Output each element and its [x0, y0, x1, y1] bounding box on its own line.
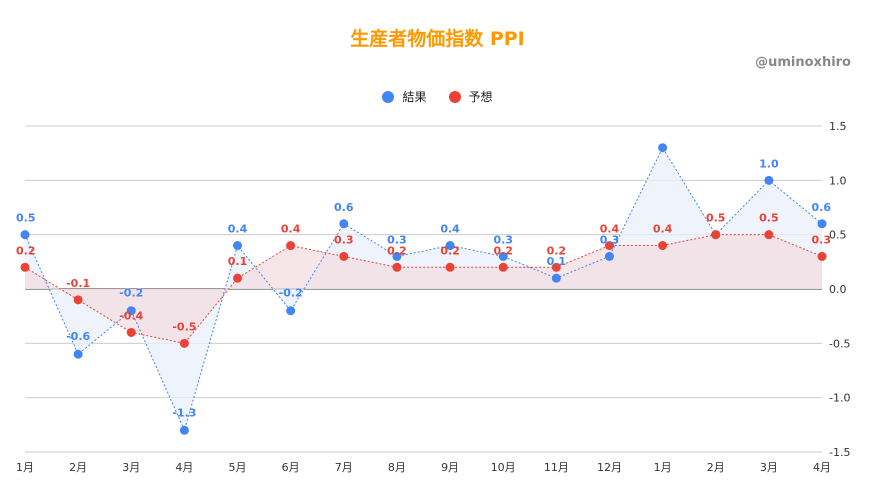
legend-marker-result: [382, 90, 395, 103]
data-label-1: 0.1: [228, 255, 248, 268]
data-point-0: [126, 306, 136, 316]
data-point-0: [445, 241, 455, 251]
data-point-0: [551, 273, 561, 283]
data-point-0: [286, 306, 296, 316]
data-label-1: 0.2: [16, 244, 36, 257]
data-point-1: [286, 241, 296, 251]
data-point-0: [392, 251, 402, 261]
data-point-0: [179, 425, 189, 435]
data-label-1: -0.5: [172, 320, 196, 333]
x-tick-label: 8月: [388, 461, 406, 474]
x-tick-label: 3月: [760, 461, 778, 474]
data-label-0: 0.5: [16, 212, 36, 225]
data-label-1: 0.2: [387, 244, 407, 257]
data-label-1: 0.2: [493, 244, 513, 257]
x-tick-label: 11月: [544, 461, 569, 474]
data-point-1: [711, 230, 721, 240]
y-tick-label: 1.5: [829, 120, 847, 133]
legend-item-forecast[interactable]: 予想: [448, 88, 493, 105]
data-point-1: [392, 262, 402, 272]
legend-label-result: 結果: [402, 90, 427, 104]
data-label-0: -0.2: [119, 287, 143, 300]
x-tick-label: 10月: [491, 461, 516, 474]
data-point-0: [604, 251, 614, 261]
series-line-1: [24, 234, 823, 344]
chart-title: 生産者物価指数 PPI: [350, 28, 525, 50]
data-label-1: -0.1: [66, 277, 90, 290]
x-tick-label: 12月: [597, 461, 622, 474]
legend-marker-forecast: [448, 90, 461, 103]
x-tick-label: 6月: [282, 461, 300, 474]
x-tick-label: 4月: [175, 461, 193, 474]
data-point-0: [73, 349, 83, 359]
y-tick-label: 1.0: [829, 174, 847, 187]
data-label-0: -0.2: [279, 287, 303, 300]
data-point-0: [498, 251, 508, 261]
data-point-0: [233, 241, 243, 251]
data-label-1: 0.3: [334, 233, 354, 246]
data-point-0: [658, 143, 668, 153]
data-label-0: 0.4: [228, 223, 248, 236]
data-point-1: [604, 241, 614, 251]
data-label-0: 0.3: [600, 233, 620, 246]
data-point-0: [339, 219, 349, 229]
data-point-1: [445, 262, 455, 272]
legend-item-result[interactable]: 結果: [382, 88, 427, 105]
data-label-0: 0.3: [387, 233, 407, 246]
data-point-0: [817, 219, 827, 229]
data-point-1: [764, 230, 774, 240]
legend: 結果 予想: [0, 88, 875, 105]
data-label-0: 0.3: [493, 233, 513, 246]
y-tick-label: 0.5: [829, 229, 847, 242]
y-tick-label: -1.5: [829, 446, 850, 459]
y-tick-label: -0.5: [829, 337, 850, 350]
data-label-0: -1.3: [172, 406, 196, 419]
data-point-0: [20, 230, 30, 240]
data-label-1: 0.4: [281, 223, 301, 236]
series-area-1: [25, 234, 822, 344]
data-label-1: 0.5: [759, 212, 779, 225]
data-label-0: 0.6: [334, 201, 354, 214]
data-point-1: [126, 327, 136, 337]
x-tick-label: 7月: [335, 461, 353, 474]
x-tick-label: 9月: [441, 461, 459, 474]
legend-label-forecast: 予想: [468, 90, 493, 104]
y-tick-label: -1.0: [829, 392, 850, 405]
data-label-0: -0.6: [66, 330, 90, 343]
x-tick-label: 5月: [229, 461, 247, 474]
data-label-1: 0.2: [440, 244, 460, 257]
x-tick-label: 3月: [122, 461, 140, 474]
series-line-0: [24, 146, 823, 432]
data-label-1: 0.4: [600, 223, 620, 236]
data-label-0: 1.0: [759, 157, 779, 170]
y-tick-label: 0.0: [829, 283, 847, 296]
data-point-1: [233, 273, 243, 283]
data-label-1: 0.4: [653, 223, 673, 236]
x-tick-label: 2月: [707, 461, 725, 474]
data-label-0: 0.6: [812, 201, 832, 214]
x-tick-label: 1月: [654, 461, 672, 474]
data-point-1: [498, 262, 508, 272]
x-tick-label: 2月: [69, 461, 87, 474]
data-point-1: [339, 251, 349, 261]
data-point-1: [20, 262, 30, 272]
x-tick-label: 4月: [813, 461, 831, 474]
data-label-1: -0.4: [119, 309, 143, 322]
data-point-0: [764, 175, 774, 185]
x-tick-label: 1月: [16, 461, 34, 474]
data-label-0: 0.1: [547, 255, 567, 268]
data-label-1: 0.2: [547, 244, 567, 257]
data-point-1: [179, 338, 189, 348]
data-label-0: 0.4: [440, 223, 460, 236]
watermark: @uminoxhiro: [755, 55, 851, 70]
data-label-1: 0.5: [706, 212, 726, 225]
data-label-1: 0.3: [812, 233, 832, 246]
data-point-1: [817, 251, 827, 261]
data-point-1: [658, 241, 668, 251]
data-point-1: [551, 262, 561, 272]
data-point-1: [73, 295, 83, 305]
